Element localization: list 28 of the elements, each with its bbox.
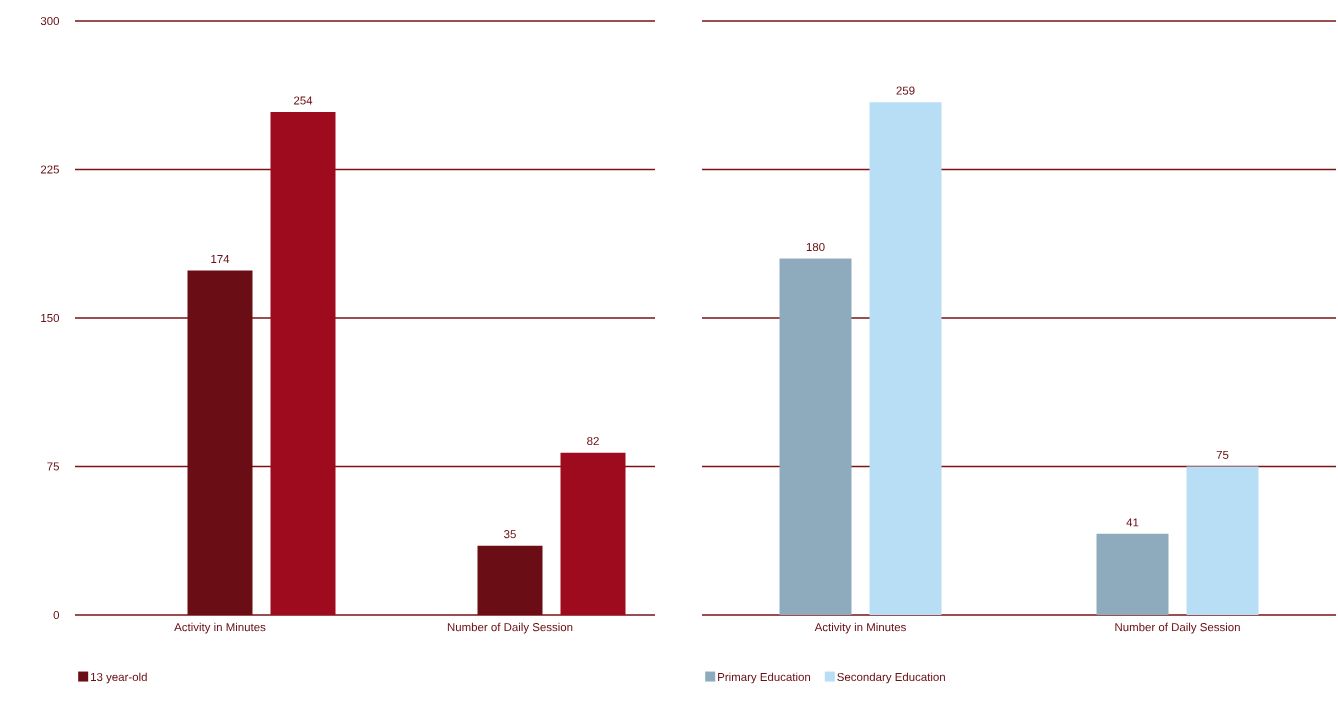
bar	[869, 102, 942, 615]
y-tick-label: 300	[40, 16, 60, 26]
y-tick-label: 150	[41, 313, 60, 323]
legend-label: 13 year-old	[91, 672, 147, 684]
y-tick-label: 0	[53, 610, 60, 620]
data-label: 259	[896, 86, 915, 95]
y-tick-label: 225	[40, 165, 59, 174]
bar	[560, 452, 626, 615]
data-label: 180	[806, 242, 825, 252]
y-tick-label: 75	[47, 462, 59, 471]
x-tick-label: Activity in Minutes	[174, 622, 266, 634]
data-label: 75	[1216, 450, 1229, 459]
bar	[187, 270, 253, 615]
bar	[477, 545, 543, 615]
legend-label: Primary Education	[718, 672, 811, 684]
x-tick-label: Activity in Minutes	[814, 622, 906, 634]
bar	[1096, 533, 1169, 615]
data-label: 174	[211, 255, 230, 263]
data-label: 254	[294, 96, 313, 105]
bar	[270, 112, 336, 615]
data-label: 82	[587, 437, 599, 446]
x-tick-label: Number of Daily Session	[447, 622, 573, 634]
data-label: 41	[1126, 518, 1139, 527]
bar	[779, 258, 852, 615]
legend-label: Secondary Education	[837, 672, 945, 684]
x-tick-label: Number of Daily Session	[1115, 622, 1240, 634]
bar	[1186, 466, 1259, 615]
data-label: 35	[504, 530, 516, 539]
